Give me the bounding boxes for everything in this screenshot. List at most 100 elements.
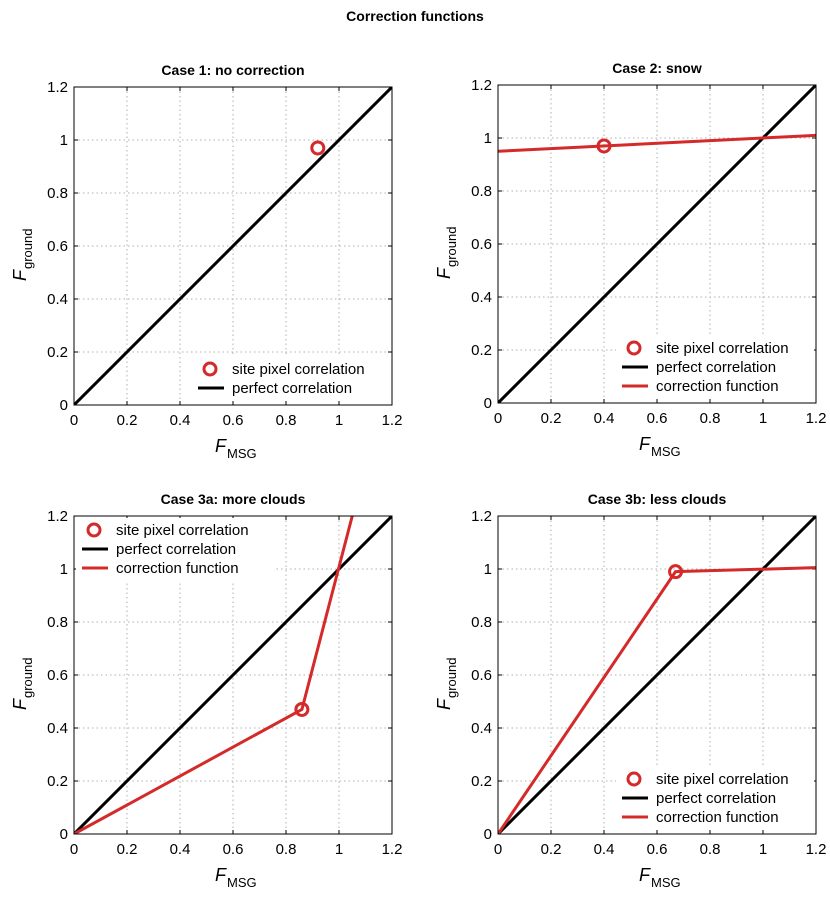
y-axis-label: F <box>434 267 454 279</box>
x-tick-label: 0.4 <box>170 841 191 858</box>
legend-label: correction function <box>656 809 779 826</box>
x-axis-label-sub: MSG <box>227 446 257 461</box>
x-tick-label: 0.4 <box>170 412 191 429</box>
x-tick-label: 0 <box>70 412 78 429</box>
x-tick-label: 0 <box>494 841 502 858</box>
x-tick-label: 0 <box>494 410 502 427</box>
y-tick-label: 0.8 <box>471 614 492 631</box>
y-tick-label: 0.6 <box>47 238 68 255</box>
x-tick-label: 0.8 <box>700 841 721 858</box>
legend-label: perfect correlation <box>116 541 236 558</box>
x-tick-label: 0.6 <box>647 410 668 427</box>
y-axis-label: F <box>10 698 30 710</box>
y-tick-label: 0.4 <box>471 289 492 306</box>
legend-label: site pixel correlation <box>116 522 249 539</box>
y-tick-label: 0.4 <box>471 720 492 737</box>
figure-title: Correction functions <box>346 8 484 24</box>
y-tick-label: 0 <box>484 826 492 843</box>
x-tick-label: 1.2 <box>382 841 403 858</box>
y-tick-label: 0.4 <box>47 291 68 308</box>
y-tick-label: 1 <box>60 132 68 149</box>
y-tick-label: 1 <box>484 561 492 578</box>
y-tick-label: 1.2 <box>471 508 492 525</box>
y-axis-label: F <box>10 269 30 281</box>
legend-background <box>616 336 814 399</box>
perfect-correlation-line <box>74 87 392 405</box>
x-tick-label: 0.6 <box>647 841 668 858</box>
legend-label: perfect correlation <box>232 380 352 397</box>
legend: site pixel correlation perfect correlatio… <box>76 518 274 581</box>
legend-label: correction function <box>656 378 779 395</box>
y-axis-label-sub: ground <box>444 658 459 698</box>
x-tick-label: 1.2 <box>806 841 827 858</box>
y-tick-label: 0.8 <box>47 185 68 202</box>
y-tick-label: 0.2 <box>47 773 68 790</box>
x-tick-label: 0.6 <box>223 412 244 429</box>
axes-box <box>497 515 817 835</box>
y-axis-label-sub: ground <box>20 658 35 698</box>
y-axis-label: F <box>434 698 454 710</box>
y-tick-label: 0 <box>60 826 68 843</box>
axes-box <box>73 86 393 406</box>
correction-function-line <box>498 566 816 834</box>
correction-function-line <box>498 133 816 153</box>
axes-box <box>497 84 817 404</box>
y-tick-label: 1 <box>60 561 68 578</box>
y-tick-label: 0.2 <box>471 773 492 790</box>
chart-panel-2: 0 0.2 0.4 0.6 0.8 1 1.2 0 0.2 0.4 0.6 0.8 1 1.2 Case 2… <box>434 60 826 459</box>
x-axis-label: F <box>639 434 651 454</box>
panel-title: Case 3a: more clouds <box>161 491 306 507</box>
y-tick-label: 0.2 <box>471 342 492 359</box>
correction-function-line <box>74 516 354 834</box>
panel-title: Case 3b: less clouds <box>588 491 727 507</box>
axes-box <box>73 515 393 835</box>
legend-label: correction function <box>116 560 239 577</box>
x-tick-label: 1 <box>335 412 343 429</box>
x-tick-label: 0.8 <box>276 841 297 858</box>
legend-marker-icon <box>626 771 642 787</box>
y-tick-label: 0.4 <box>47 720 68 737</box>
x-tick-label: 0.2 <box>541 841 562 858</box>
x-tick-label: 1 <box>335 841 343 858</box>
legend: site pixel correlation perfect correlatio… <box>616 767 814 830</box>
legend-background <box>192 357 390 401</box>
x-tick-label: 0.4 <box>594 841 615 858</box>
y-tick-label: 0 <box>484 395 492 412</box>
legend-label: perfect correlation <box>656 790 776 807</box>
legend-background <box>76 518 274 581</box>
x-tick-label: 1.2 <box>382 412 403 429</box>
x-tick-label: 0 <box>70 841 78 858</box>
x-axis-label-sub: MSG <box>651 875 681 890</box>
x-tick-label: 0.2 <box>117 841 138 858</box>
y-tick-label: 0.2 <box>47 344 68 361</box>
legend: site pixel correlation perfect correlatio… <box>192 357 390 401</box>
y-tick-label: 0.6 <box>471 667 492 684</box>
x-tick-label: 1 <box>759 841 767 858</box>
x-axis-label-sub: MSG <box>651 444 681 459</box>
legend: site pixel correlation perfect correlatio… <box>616 336 814 399</box>
x-tick-label: 0.8 <box>700 410 721 427</box>
site-pixel-marker <box>596 138 612 154</box>
x-tick-label: 1.2 <box>806 410 827 427</box>
legend-label: site pixel correlation <box>232 361 365 378</box>
site-pixel-marker <box>668 564 684 580</box>
y-axis-label-sub: ground <box>444 227 459 267</box>
legend-label: site pixel correlation <box>656 771 789 788</box>
x-axis-label: F <box>215 865 227 885</box>
legend-label: perfect correlation <box>656 359 776 376</box>
chart-panel-3: 0 0.2 0.4 0.6 0.8 1 1.2 0 0.2 0.4 0.6 0.8 1 1.2 Case 3… <box>10 491 402 890</box>
x-tick-label: 0.2 <box>117 412 138 429</box>
y-tick-label: 1.2 <box>471 77 492 94</box>
y-tick-label: 0 <box>60 397 68 414</box>
site-pixel-marker <box>294 701 310 717</box>
y-tick-label: 1 <box>484 130 492 147</box>
panel-title: Case 2: snow <box>612 60 702 76</box>
y-tick-label: 1.2 <box>47 508 68 525</box>
x-tick-label: 1 <box>759 410 767 427</box>
chart-panel-4: 0 0.2 0.4 0.6 0.8 1 1.2 0 0.2 0.4 0.6 0.8 1 1.2 Case 3… <box>434 491 826 890</box>
